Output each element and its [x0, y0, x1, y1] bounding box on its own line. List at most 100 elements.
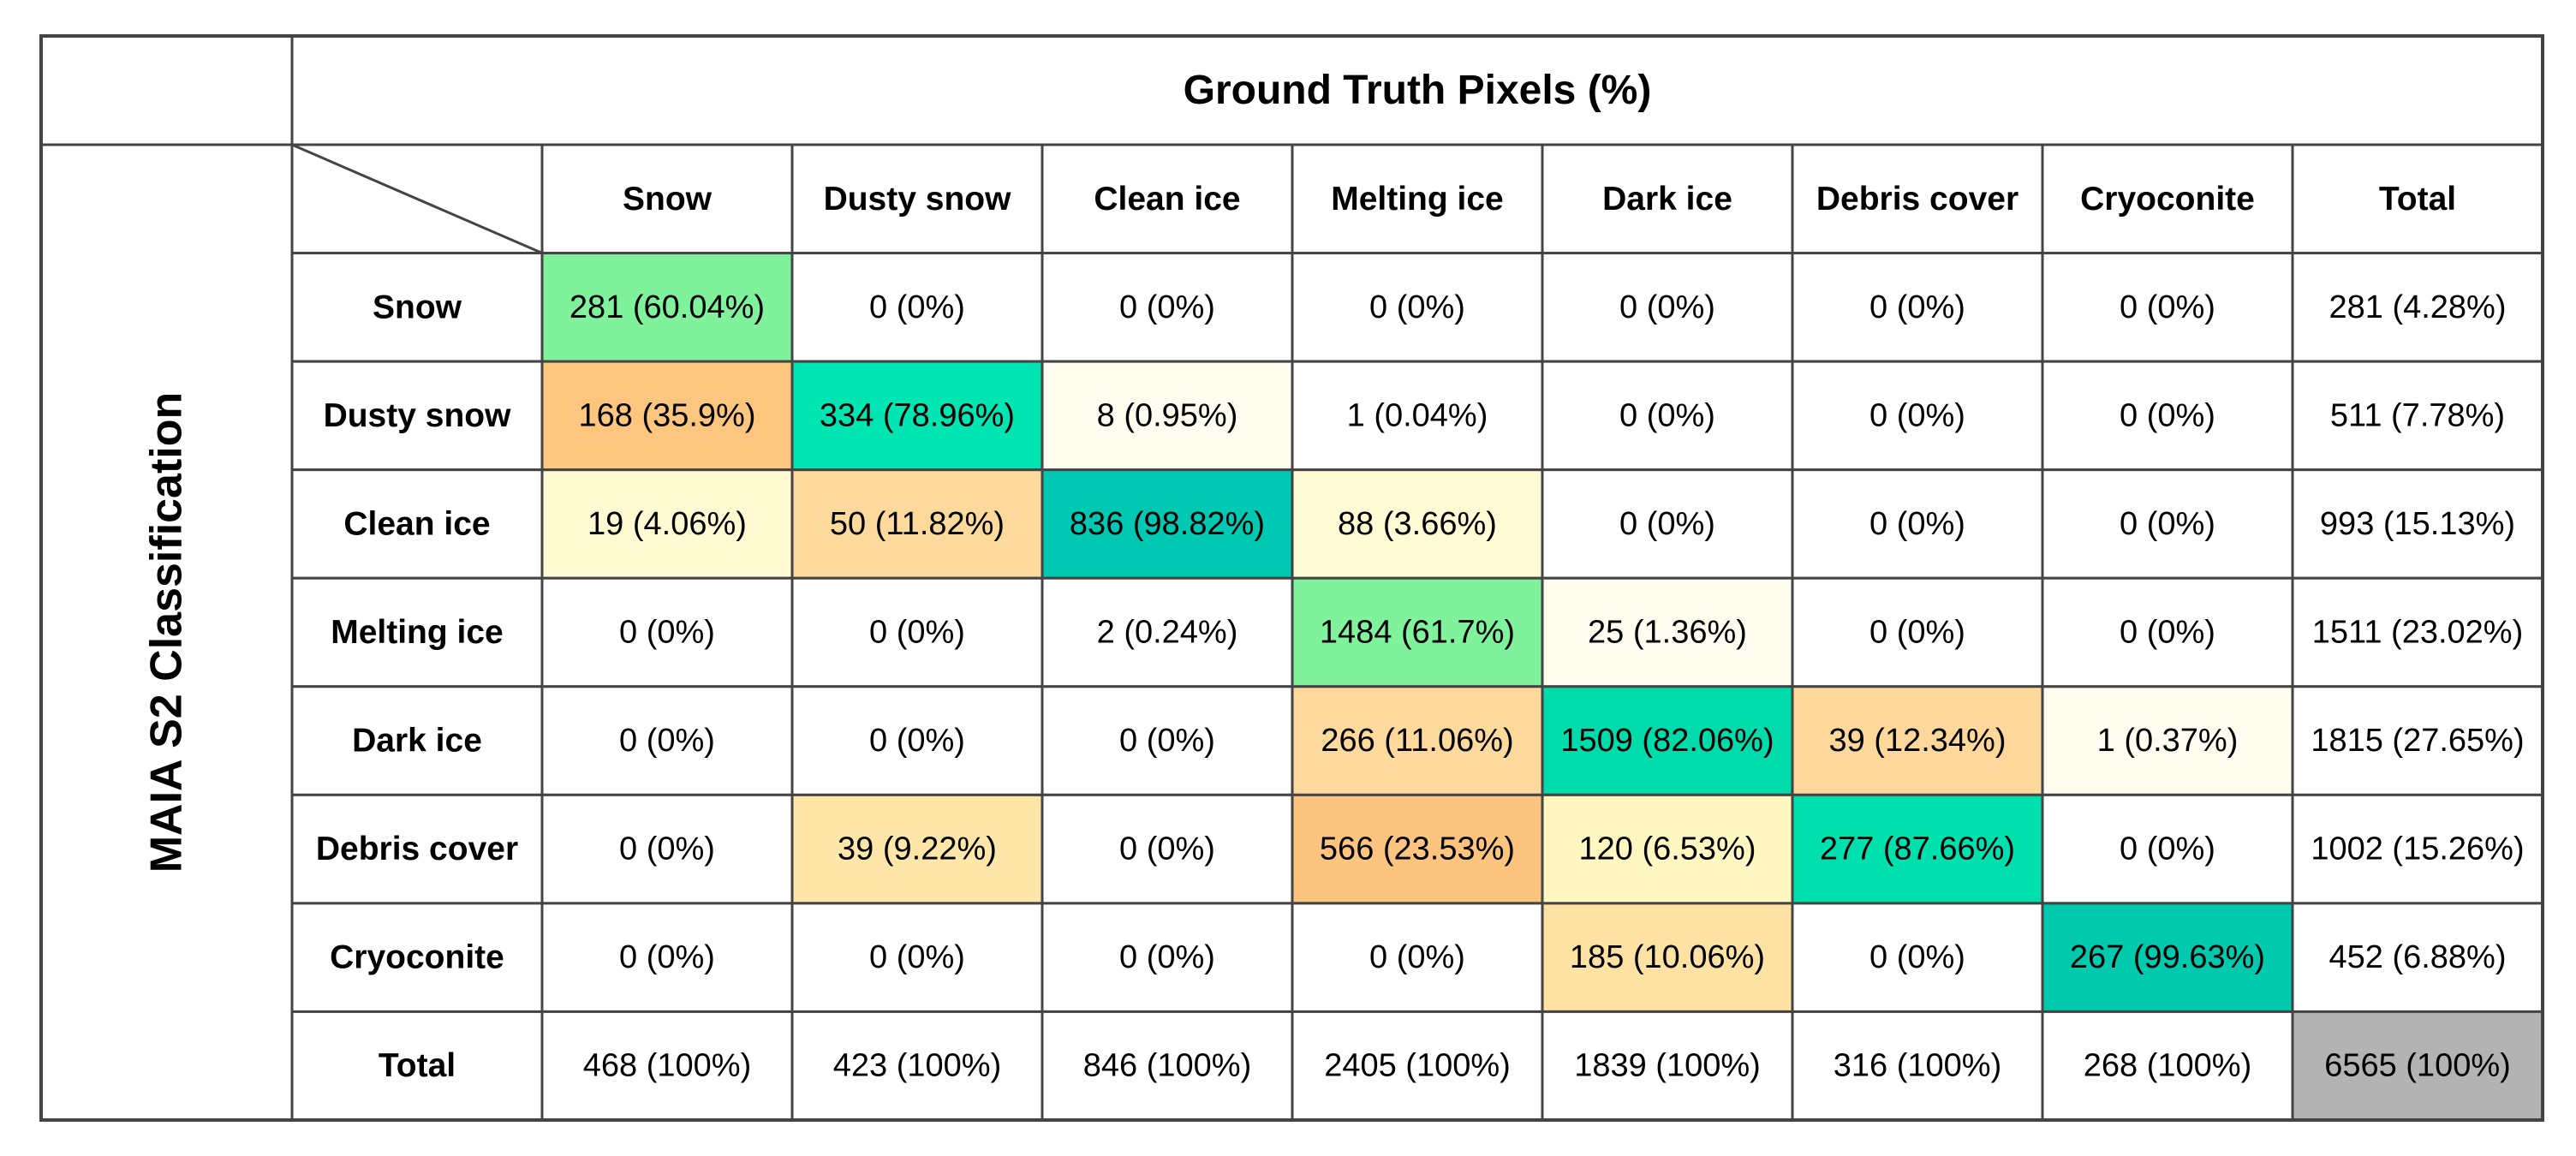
- table-cell: [540, 468, 794, 580]
- cell-value: 185 (10.06%): [1570, 939, 1765, 975]
- column-header: Dark ice: [1602, 181, 1732, 217]
- table-cell: [1541, 468, 1794, 580]
- column-header: Cryoconite: [2080, 181, 2255, 217]
- cell-value: 0 (0%): [1619, 289, 1715, 325]
- cell-value: 0 (0%): [1369, 939, 1465, 975]
- table-cell: [1041, 360, 1294, 472]
- column-header-cell: [2041, 143, 2294, 255]
- cell-value: 1815 (27.65%): [2311, 723, 2524, 759]
- row-axis-cell: [39, 143, 294, 1122]
- cell-value: 267 (99.63%): [2070, 939, 2265, 975]
- row-header-cell: [290, 252, 544, 363]
- column-header: Debris cover: [1816, 181, 2018, 217]
- table-cell: [2041, 252, 2294, 363]
- column-header-cell: [1791, 143, 2044, 255]
- cell-value: 0 (0%): [619, 615, 715, 651]
- table-cell: [540, 1010, 794, 1122]
- cell-value: 0 (0%): [1119, 831, 1215, 867]
- cell-value: 0 (0%): [2120, 397, 2215, 433]
- cell-value: 0 (0%): [1369, 289, 1465, 325]
- cell-value: 0 (0%): [619, 939, 715, 975]
- table-cell: [790, 468, 1044, 580]
- cell-value: 468 (100%): [583, 1048, 751, 1084]
- row-header: Melting ice: [331, 614, 504, 651]
- cell-value: 39 (9.22%): [838, 831, 997, 867]
- cell-value: 1484 (61.7%): [1320, 615, 1515, 651]
- cell-value: 423 (100%): [833, 1048, 1001, 1084]
- column-header-cell: [2291, 143, 2544, 255]
- cell-value: 0 (0%): [2120, 615, 2215, 651]
- cell-value: 0 (0%): [1869, 289, 1965, 325]
- cell-value: 0 (0%): [1119, 723, 1215, 759]
- table-cell: [2291, 685, 2544, 796]
- cell-value: 88 (3.66%): [1338, 506, 1497, 542]
- cell-value: 0 (0%): [1119, 289, 1215, 325]
- table-cell: [1541, 685, 1794, 796]
- cell-value: 50 (11.82%): [830, 506, 1005, 542]
- cell-value: 281 (4.28%): [2329, 289, 2506, 325]
- corner-cell: [39, 34, 294, 146]
- cell-value: 0 (0%): [1869, 397, 1965, 433]
- table-cell: [1041, 685, 1294, 796]
- cell-value: 566 (23.53%): [1320, 831, 1515, 867]
- table-cell: [1791, 1010, 2044, 1122]
- table-cell: [1291, 360, 1544, 472]
- row-header: Dark ice: [352, 723, 482, 760]
- cell-value: 0 (0%): [619, 831, 715, 867]
- table-cell: [1291, 685, 1544, 796]
- cell-value: 266 (11.06%): [1321, 723, 1513, 759]
- row-header: Debris cover: [316, 831, 518, 867]
- table-cell: [2041, 360, 2294, 472]
- table-cell: [1541, 1010, 1794, 1122]
- table-cell: [2291, 902, 2544, 1013]
- cell-value: 2 (0.24%): [1097, 615, 1238, 651]
- cell-value: 120 (6.53%): [1578, 831, 1756, 867]
- cell-value: 0 (0%): [2120, 506, 2215, 542]
- table-cell: [1541, 793, 1794, 905]
- table-cell: [2041, 902, 2294, 1013]
- cell-value: 281 (60.04%): [569, 289, 765, 325]
- cell-value: 2405 (100%): [1324, 1048, 1511, 1084]
- cell-value: 1509 (82.06%): [1560, 723, 1774, 759]
- table-cell: [2291, 360, 2544, 472]
- cell-value: 0 (0%): [869, 615, 965, 651]
- row-header: Total: [379, 1047, 456, 1084]
- table-cell: [1791, 468, 2044, 580]
- table-cell: [1041, 793, 1294, 905]
- title-cell: [290, 34, 2544, 146]
- cell-value: 19 (4.06%): [587, 506, 747, 542]
- cell-value: 25 (1.36%): [1588, 615, 1747, 651]
- cell-value: 0 (0%): [869, 289, 965, 325]
- table-cell: [1791, 793, 2044, 905]
- cell-value: 1839 (100%): [1574, 1048, 1761, 1084]
- cell-value: 1511 (23.02%): [2312, 615, 2523, 651]
- column-header: Dusty snow: [824, 181, 1012, 217]
- column-header: Clean ice: [1094, 181, 1240, 217]
- cell-value: 993 (15.13%): [2320, 506, 2515, 542]
- row-header-cell: [290, 1010, 544, 1122]
- table-cell: [2291, 1010, 2544, 1122]
- table-cell: [1041, 252, 1294, 363]
- cell-value: 0 (0%): [1619, 397, 1715, 433]
- table-cell: [790, 252, 1044, 363]
- cell-value: 268 (100%): [2084, 1048, 2251, 1084]
- cell-value: 836 (98.82%): [1070, 506, 1265, 542]
- table-cell: [1791, 252, 2044, 363]
- cell-value: 0 (0%): [869, 939, 965, 975]
- column-header: Snow: [623, 181, 713, 217]
- row-header: Clean ice: [343, 505, 490, 542]
- table-cell: [2291, 468, 2544, 580]
- table-cell: [790, 902, 1044, 1013]
- table-cell: [1541, 902, 1794, 1013]
- cell-value: 0 (0%): [1119, 939, 1215, 975]
- cell-value: 1 (0.04%): [1347, 397, 1488, 433]
- cell-value: 0 (0%): [619, 723, 715, 759]
- diagonal-line: [291, 143, 543, 254]
- table-title: Ground Truth Pixels (%): [1184, 68, 1652, 113]
- table-cell: [1041, 468, 1294, 580]
- cell-value: 0 (0%): [2120, 831, 2215, 867]
- cell-value: 0 (0%): [2120, 289, 2215, 325]
- table-cell: [790, 1010, 1044, 1122]
- row-header: Dusty snow: [324, 397, 512, 434]
